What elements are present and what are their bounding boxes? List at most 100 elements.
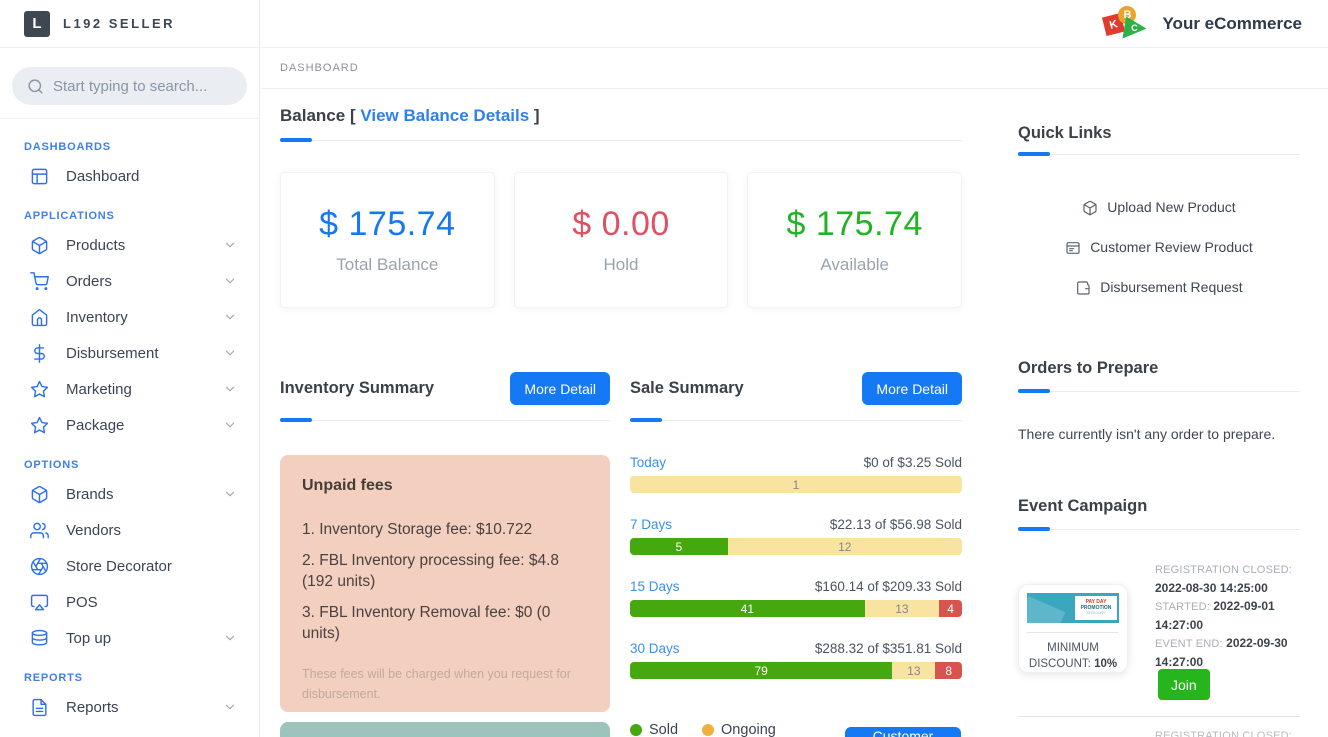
sidebar-divider xyxy=(0,118,259,119)
sale-period-link[interactable]: 7 Days xyxy=(630,517,673,532)
nav-label: Marketing xyxy=(66,380,132,398)
sale-row-30days: 30 Days $288.32 of $351.81 Sold 79 13 8 xyxy=(630,641,962,679)
sidebar-item-marketing[interactable]: Marketing xyxy=(0,371,259,407)
sidebar-item-pos[interactable]: POS xyxy=(0,584,259,620)
aperture-icon xyxy=(30,557,49,576)
nav-label: Dashboard xyxy=(66,167,140,185)
minimum-discount: MINIMUM DISCOUNT: 10% xyxy=(1028,642,1118,670)
next-summary-card xyxy=(280,722,610,737)
star-icon xyxy=(30,380,49,399)
bar-segment-ongoing: 13 xyxy=(892,662,936,679)
search-icon xyxy=(27,78,44,95)
nav-label: Brands xyxy=(66,485,114,503)
campaign-banner-image: PAY DAY PROMOTION DISCOUNT xyxy=(1027,593,1119,623)
disbursement-request-link[interactable]: Disbursement Request xyxy=(1075,279,1243,296)
sale-period-link[interactable]: 15 Days xyxy=(630,579,680,594)
cart-icon xyxy=(30,272,49,291)
orders-to-prepare-empty-text: There currently isn't any order to prepa… xyxy=(1018,426,1276,442)
bracket: ] xyxy=(533,106,540,125)
breadcrumb: DASHBOARD xyxy=(280,62,359,74)
sale-amount: $22.13 of $56.98 Sold xyxy=(829,517,962,532)
inventory-summary-title: Inventory Summary xyxy=(280,379,435,397)
nav-label: Top up xyxy=(66,629,112,647)
dollar-icon xyxy=(30,344,49,363)
star-icon xyxy=(30,416,49,435)
bar-segment-sold: 41 xyxy=(630,600,865,617)
nav-section-dashboards: DASHBOARDS xyxy=(24,141,111,153)
sidebar-search xyxy=(12,67,247,105)
section-divider xyxy=(630,418,962,422)
sale-row-today: Today $0 of $3.25 Sold 1 xyxy=(630,455,962,493)
sidebar-item-inventory[interactable]: Inventory xyxy=(0,299,259,335)
nav-label: Disbursement xyxy=(66,344,159,362)
event-campaign-title: Event Campaign xyxy=(1018,497,1148,515)
chevron-down-icon xyxy=(223,346,237,360)
hold-card: $ 0.00 Hold xyxy=(513,172,729,308)
bar-segment-failed: 8 xyxy=(935,662,962,679)
total-balance-card: $ 175.74 Total Balance xyxy=(280,172,495,308)
sidebar-item-package[interactable]: Package xyxy=(0,407,259,443)
sidebar-item-vendors[interactable]: Vendors xyxy=(0,512,259,548)
sale-more-detail-button[interactable]: More Detail xyxy=(862,372,962,405)
chevron-down-icon xyxy=(223,274,237,288)
sale-period-link[interactable]: 30 Days xyxy=(630,641,680,656)
sidebar-item-brands[interactable]: Brands xyxy=(0,476,259,512)
section-divider xyxy=(280,138,962,142)
sale-legend: Sold Ongoing xyxy=(630,722,776,737)
campaign-separator xyxy=(1018,716,1300,717)
chevron-down-icon xyxy=(223,700,237,714)
file-icon xyxy=(30,698,49,717)
available-label: Available xyxy=(820,255,890,274)
unpaid-fee-item: 1. Inventory Storage fee: $10.722 xyxy=(302,521,533,538)
join-button[interactable]: Join xyxy=(1158,669,1210,700)
nav-label: Reports xyxy=(66,698,119,716)
sale-row-15days: 15 Days $160.14 of $209.33 Sold 41 13 4 xyxy=(630,579,962,617)
unpaid-fee-item: 2. FBL Inventory processing fee: $4.8 (1… xyxy=(302,552,560,590)
inventory-more-detail-button[interactable]: More Detail xyxy=(510,372,610,405)
sidebar-item-store-decorator[interactable]: Store Decorator xyxy=(0,548,259,584)
sale-amount: $160.14 of $209.33 Sold xyxy=(814,579,962,594)
search-input[interactable] xyxy=(53,77,232,95)
section-divider xyxy=(280,418,610,422)
campaign-card[interactable]: PAY DAY PROMOTION DISCOUNT MINIMUM DISCO… xyxy=(1018,584,1128,673)
campaign-info: REGISTRATION CLOSED: 2022-08-30 14:25:00… xyxy=(1155,560,1307,671)
sidebar-nav: DASHBOARDS Dashboard APPLICATIONS Produc… xyxy=(0,119,259,725)
unpaid-fees-note: These fees will be charged when you requ… xyxy=(302,667,571,701)
chevron-down-icon xyxy=(223,382,237,396)
upload-new-product-link[interactable]: Upload New Product xyxy=(1082,199,1236,216)
nav-section-options: OPTIONS xyxy=(24,459,80,471)
sidebar-item-orders[interactable]: Orders xyxy=(0,263,259,299)
sale-period-link[interactable]: Today xyxy=(630,455,667,470)
legend-sold-label: Sold xyxy=(649,722,679,737)
bar-segment-ongoing: 13 xyxy=(864,600,940,617)
sidebar-brand[interactable]: L L192 SELLER xyxy=(0,0,259,48)
sidebar-item-products[interactable]: Products xyxy=(0,227,259,263)
unpaid-fee-item: 3. FBL Inventory Removal fee: $0 (0 unit… xyxy=(302,604,551,642)
nav-label: Package xyxy=(66,416,125,434)
sidebar-item-reports[interactable]: Reports xyxy=(0,689,259,725)
customer-review-product-link[interactable]: Customer Review Product xyxy=(1065,239,1253,256)
sidebar-item-top-up[interactable]: Top up xyxy=(0,620,259,656)
sidebar-item-dashboard[interactable]: Dashboard xyxy=(0,158,259,194)
bar-segment-sold: 5 xyxy=(630,538,728,555)
orders-to-prepare-title: Orders to Prepare xyxy=(1018,359,1159,377)
breadcrumb-bar: DASHBOARD xyxy=(261,48,1328,89)
hold-label: Hold xyxy=(603,255,639,274)
customer-cohort-button[interactable]: Customer Cohort xyxy=(845,727,961,737)
legend-sold: Sold xyxy=(630,722,678,737)
bracket: [ xyxy=(349,106,356,125)
users-icon xyxy=(30,521,49,540)
view-balance-details-link[interactable]: View Balance Details xyxy=(360,106,530,125)
nav-label: Orders xyxy=(66,272,112,290)
ongoing-dot-icon xyxy=(702,724,715,736)
quick-link-label: Customer Review Product xyxy=(1090,239,1253,255)
sale-summary-title: Sale Summary xyxy=(630,379,744,397)
balance-title: Balance xyxy=(280,106,346,125)
brand-logo: K B C xyxy=(1102,4,1148,44)
chevron-down-icon xyxy=(223,631,237,645)
sidebar-item-disbursement[interactable]: Disbursement xyxy=(0,335,259,371)
sale-row-7days: 7 Days $22.13 of $56.98 Sold 5 12 xyxy=(630,517,962,555)
chevron-down-icon xyxy=(223,310,237,324)
balance-header: Balance [ View Balance Details ] xyxy=(280,106,540,126)
